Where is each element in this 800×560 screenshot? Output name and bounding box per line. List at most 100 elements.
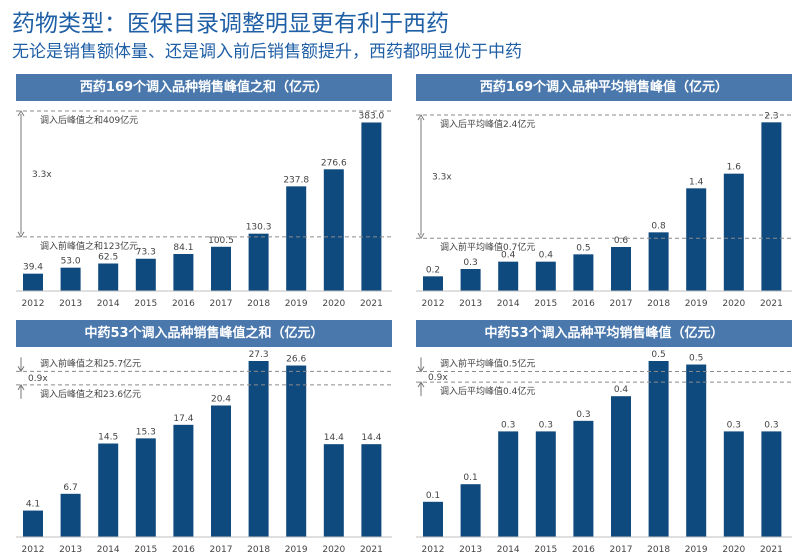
chart-title: 西药169个调入品种平均销售峰值（亿元） xyxy=(416,74,792,101)
reference-label: 调入后平均峰值0.4亿元 xyxy=(440,385,535,397)
bar xyxy=(60,493,81,537)
x-tick-label: 2021 xyxy=(360,299,383,309)
value-label: 26.6 xyxy=(286,355,306,365)
ratio-arrow-up xyxy=(17,110,25,117)
x-tick-label: 2021 xyxy=(360,545,383,555)
value-label: 0.3 xyxy=(764,420,778,430)
x-tick-label: 2016 xyxy=(572,545,595,555)
x-tick-label: 2012 xyxy=(22,545,45,555)
x-tick-label: 2017 xyxy=(610,299,633,309)
bar xyxy=(535,261,556,291)
x-tick-label: 2019 xyxy=(685,545,708,555)
value-label: 73.3 xyxy=(136,248,156,258)
x-tick-label: 2015 xyxy=(134,299,157,309)
value-label: 27.3 xyxy=(249,350,269,360)
page-subtitle: 无论是销售额体量、还是调入前后销售额提升，西药都明显优于中药 xyxy=(12,42,522,62)
bar xyxy=(135,258,156,291)
value-label: 4.1 xyxy=(26,500,40,510)
x-tick-label: 2020 xyxy=(722,545,745,555)
bar xyxy=(686,188,707,291)
bar xyxy=(723,431,744,537)
value-label: 0.4 xyxy=(614,385,629,395)
value-label: 0.5 xyxy=(689,354,703,364)
bar xyxy=(535,431,556,537)
ratio-label: 3.3x xyxy=(432,173,452,183)
bar xyxy=(686,364,707,537)
reference-label: 调入后峰值之和409亿元 xyxy=(40,114,138,126)
ratio-arrow-down xyxy=(417,366,425,373)
x-tick-label: 2017 xyxy=(210,545,233,555)
x-tick-label: 2021 xyxy=(760,545,783,555)
bar xyxy=(60,267,81,291)
x-tick-label: 2016 xyxy=(572,299,595,309)
ratio-arrow-down xyxy=(417,232,425,240)
value-label: 0.4 xyxy=(539,251,554,261)
bar xyxy=(573,420,594,537)
x-tick-label: 2014 xyxy=(497,545,520,555)
value-label: 130.3 xyxy=(246,223,272,233)
x-tick-label: 2013 xyxy=(459,299,482,309)
ratio-arrow-up xyxy=(417,114,425,121)
chart-plot: 0.1 2012 0.1 2013 0.3 2014 0.3 2015 0.3 2016 0.4 20… xyxy=(416,350,792,555)
x-tick-label: 2019 xyxy=(285,299,308,309)
bar xyxy=(648,232,669,291)
value-label: 237.8 xyxy=(283,175,309,185)
x-tick-label: 2020 xyxy=(322,545,345,555)
bar xyxy=(135,438,156,537)
x-tick-label: 2016 xyxy=(172,545,195,555)
bar xyxy=(498,261,519,291)
x-tick-label: 2015 xyxy=(134,545,157,555)
value-label: 0.8 xyxy=(651,221,666,231)
reference-label: 调入前峰值之和123亿元 xyxy=(40,240,138,252)
value-label: 20.4 xyxy=(211,394,231,404)
chart-title: 西药169个调入品种销售峰值之和（亿元） xyxy=(16,74,392,101)
bar xyxy=(23,510,43,537)
ratio-arrow-up xyxy=(17,383,25,391)
bar xyxy=(761,431,782,537)
reference-label: 调入前峰值之和25.7亿元 xyxy=(40,357,141,369)
x-tick-label: 2013 xyxy=(59,299,82,309)
bar xyxy=(460,269,481,291)
chart-plot: 0.2 2012 0.3 2013 0.4 2014 0.4 2015 0.5 2016 0.6 20… xyxy=(416,111,792,309)
x-tick-label: 2021 xyxy=(760,299,783,309)
value-label: 15.3 xyxy=(136,427,156,437)
x-tick-label: 2018 xyxy=(647,545,670,555)
x-tick-label: 2018 xyxy=(247,545,270,555)
bar xyxy=(460,484,481,537)
value-label: 0.3 xyxy=(501,420,515,430)
x-tick-label: 2017 xyxy=(610,545,633,555)
value-label: 0.3 xyxy=(463,258,477,268)
value-label: 0.3 xyxy=(727,420,741,430)
chart-panel-western-average: 西药169个调入品种平均销售峰值（亿元） 0.2 2012 0.3 2013 0.4 20… xyxy=(416,74,792,309)
value-label: 0.5 xyxy=(576,243,590,253)
bar xyxy=(361,122,382,291)
x-tick-label: 2019 xyxy=(285,545,308,555)
bar xyxy=(286,186,307,291)
bar xyxy=(173,253,194,291)
x-tick-label: 2013 xyxy=(59,545,82,555)
value-label: 276.6 xyxy=(321,158,347,168)
value-label: 2.3 xyxy=(764,111,778,121)
ratio-arrow-down xyxy=(17,366,25,373)
value-label: 62.5 xyxy=(98,253,118,263)
bar xyxy=(611,396,631,537)
x-tick-label: 2020 xyxy=(322,299,345,309)
ratio-arrow-up xyxy=(417,381,425,388)
value-label: 100.5 xyxy=(208,236,234,246)
chart-panel-tcm-average: 中药53个调入品种平均销售峰值（亿元） 0.1 2012 0.1 2013 0.3 201… xyxy=(416,320,792,555)
reference-label: 调入后平均峰值2.4亿元 xyxy=(440,118,535,130)
value-label: 0.5 xyxy=(651,350,665,360)
bar xyxy=(248,233,269,291)
chart-panel-tcm-sum: 中药53个调入品种销售峰值之和（亿元） 4.1 2012 6.7 2013 14.5 20… xyxy=(16,320,392,555)
value-label: 39.4 xyxy=(23,263,43,273)
bar xyxy=(98,443,119,537)
chart-plot: 4.1 2012 6.7 2013 14.5 2014 15.3 2015 17.4 2016 20… xyxy=(16,350,392,555)
page-title: 药物类型：医保目录调整明显更有利于西药 xyxy=(12,11,449,37)
x-tick-label: 2020 xyxy=(722,299,745,309)
value-label: 53.0 xyxy=(61,257,81,267)
bar xyxy=(423,501,443,537)
x-tick-label: 2019 xyxy=(685,299,708,309)
x-tick-label: 2013 xyxy=(459,545,482,555)
reference-label: 调入前平均峰值0.7亿元 xyxy=(440,241,535,253)
x-tick-label: 2015 xyxy=(534,299,557,309)
